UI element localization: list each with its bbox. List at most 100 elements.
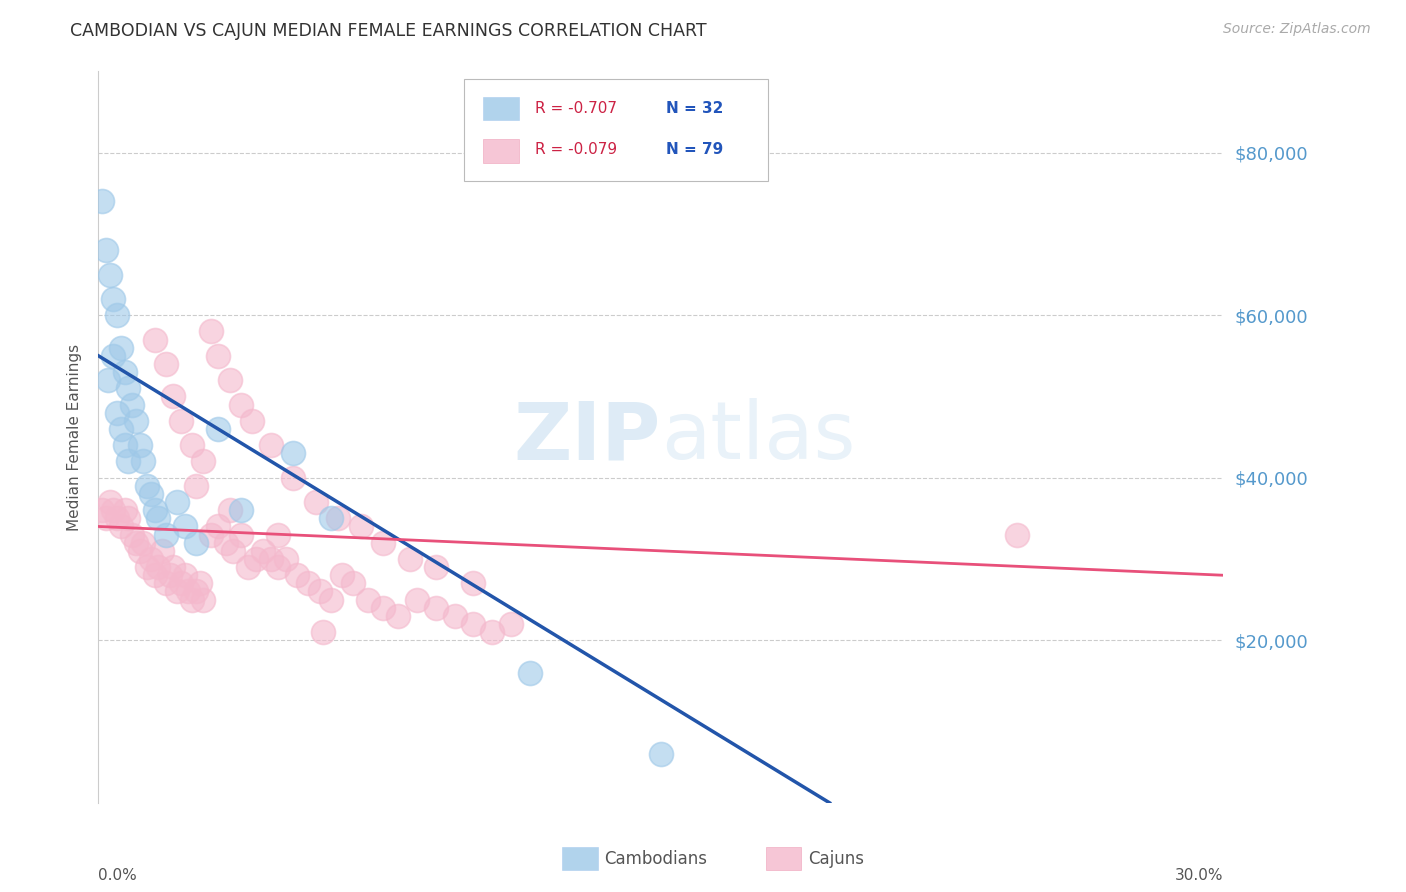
Point (103, 349, 125, 363)
Point (97, 373, 120, 387)
Point (181, 438, 204, 452)
Point (218, 373, 240, 387)
Point (283, 471, 305, 485)
Text: R = -0.707: R = -0.707 (534, 101, 617, 116)
Point (166, 584, 188, 599)
Point (143, 333, 166, 347)
Point (328, 511, 350, 525)
Point (229, 503, 252, 517)
Point (98, 495, 121, 509)
Text: ZIP: ZIP (513, 398, 661, 476)
Point (155, 576, 177, 591)
Point (387, 608, 409, 623)
Text: Cajuns: Cajuns (808, 850, 865, 868)
Point (650, 747, 672, 761)
Point (350, 519, 373, 533)
Point (166, 495, 188, 509)
Point (181, 592, 204, 607)
Point (170, 414, 193, 428)
Point (136, 479, 159, 493)
Point (207, 422, 229, 436)
Point (155, 357, 177, 371)
Point (297, 576, 319, 591)
Point (143, 503, 166, 517)
Point (215, 535, 238, 549)
Point (218, 503, 240, 517)
Point (342, 576, 364, 591)
Point (260, 438, 283, 452)
Point (1005, 527, 1028, 541)
Point (519, 665, 541, 680)
Point (94, 511, 117, 525)
Point (103, 292, 125, 306)
Point (463, 576, 485, 591)
Point (121, 398, 143, 412)
Point (105, 511, 128, 525)
Point (114, 438, 136, 452)
Point (406, 592, 429, 607)
Point (267, 560, 290, 574)
Point (200, 527, 222, 541)
Point (305, 495, 328, 509)
Point (117, 511, 139, 525)
Point (105, 406, 128, 420)
Point (105, 308, 128, 322)
Point (274, 552, 297, 566)
Point (184, 535, 207, 549)
Point (398, 552, 420, 566)
Point (319, 511, 342, 525)
Point (155, 527, 177, 541)
Point (330, 568, 353, 582)
Point (148, 511, 170, 525)
Point (373, 535, 395, 549)
Text: CAMBODIAN VS CAJUN MEDIAN FEMALE EARNINGS CORRELATION CHART: CAMBODIAN VS CAJUN MEDIAN FEMALE EARNING… (70, 22, 707, 40)
Point (162, 389, 184, 403)
Point (229, 398, 252, 412)
Point (267, 527, 290, 541)
Point (159, 568, 181, 582)
Point (148, 560, 170, 574)
Point (117, 454, 139, 468)
Point (128, 544, 150, 558)
Point (184, 584, 207, 599)
Point (481, 625, 503, 640)
Point (114, 365, 136, 379)
Bar (484, 139, 519, 162)
Point (177, 584, 200, 599)
Text: N = 32: N = 32 (666, 101, 724, 116)
Point (222, 544, 245, 558)
Point (252, 544, 274, 558)
Point (443, 608, 465, 623)
Point (357, 592, 380, 607)
Point (132, 535, 155, 549)
Text: 0.0%: 0.0% (98, 868, 138, 883)
Point (283, 446, 305, 460)
Point (245, 552, 267, 566)
Point (170, 576, 193, 591)
Point (229, 527, 252, 541)
Point (373, 600, 395, 615)
Point (207, 519, 229, 533)
Point (132, 454, 155, 468)
Point (150, 544, 173, 558)
Point (121, 527, 143, 541)
Point (110, 519, 132, 533)
Text: R = -0.079: R = -0.079 (534, 142, 617, 157)
Point (184, 479, 207, 493)
Point (319, 592, 342, 607)
Point (139, 552, 162, 566)
Point (425, 600, 447, 615)
Point (193, 454, 215, 468)
Point (103, 503, 125, 517)
Point (188, 576, 211, 591)
Point (200, 325, 222, 339)
Point (136, 560, 159, 574)
Point (125, 535, 148, 549)
Point (91, 194, 114, 209)
FancyBboxPatch shape (464, 78, 768, 181)
Text: 30.0%: 30.0% (1175, 868, 1223, 883)
Point (94, 243, 117, 257)
Point (162, 560, 184, 574)
Point (463, 617, 485, 632)
Point (143, 568, 166, 582)
